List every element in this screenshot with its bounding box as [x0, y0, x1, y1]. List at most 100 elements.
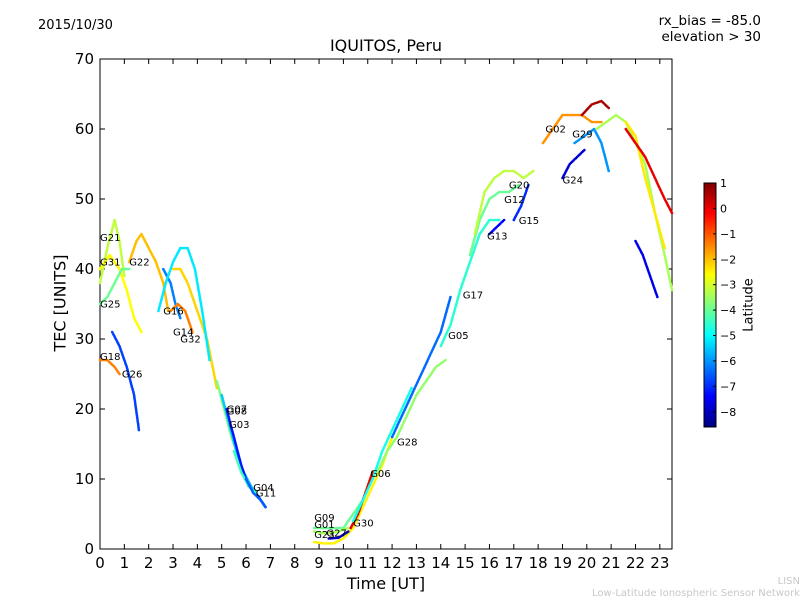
satellite-label: G15	[519, 216, 539, 227]
y-tick-label: 60	[75, 120, 94, 138]
x-axis-label: Time [UT]	[346, 574, 426, 593]
satellite-label: G31	[100, 258, 120, 269]
data-point	[208, 358, 211, 362]
satellite-label: G25	[100, 300, 120, 311]
data-point	[347, 530, 350, 533]
satellite-label: G22	[129, 258, 149, 269]
x-tick-label: 20	[577, 554, 596, 572]
y-tick-label: 20	[75, 400, 94, 418]
satellite-label: G28	[397, 437, 417, 448]
x-tick-label: 5	[217, 554, 227, 572]
colorbar-tick-label: −8	[720, 406, 736, 419]
x-tick-label: 1	[120, 554, 130, 572]
footer-lisn: LISN	[777, 576, 800, 587]
data-point	[140, 330, 143, 334]
satellite-label: G03	[229, 420, 249, 431]
satellite-label: G02	[545, 125, 565, 136]
satellite-label: G11	[256, 489, 276, 500]
colorbar-label: Latitude	[741, 278, 757, 332]
colorbar-tick-label: −3	[720, 279, 736, 292]
y-tick-label: 10	[75, 470, 94, 488]
x-tick-label: 7	[266, 554, 276, 572]
x-tick-label: 16	[480, 554, 499, 572]
satellite-label: G32	[180, 335, 200, 346]
data-point	[118, 372, 121, 376]
data-point	[607, 169, 610, 173]
data-point	[532, 169, 535, 173]
satellite-label: G16	[163, 307, 183, 318]
x-tick-label: 6	[241, 554, 251, 572]
data-point	[127, 267, 131, 271]
satellite-label: G06	[370, 469, 390, 480]
x-tick-label: 9	[314, 554, 324, 572]
satellite-label: G20	[509, 181, 529, 192]
date-label: 2015/10/30	[38, 18, 113, 33]
x-tick-label: 23	[650, 554, 669, 572]
colorbar-tick-label: −4	[720, 304, 736, 317]
x-tick-label: 4	[193, 554, 203, 572]
x-tick-label: 17	[504, 554, 523, 572]
y-tick-label: 50	[75, 190, 94, 208]
x-tick-label: 10	[334, 554, 353, 572]
satellite-label: G21	[100, 233, 120, 244]
data-point	[497, 218, 501, 222]
data-point	[449, 295, 452, 299]
colorbar-tick-label: 1	[720, 177, 727, 190]
satellite-label: G07	[227, 405, 247, 416]
satellite-label: G13	[487, 232, 507, 243]
data-point	[517, 183, 520, 187]
x-tick-label: 13	[407, 554, 426, 572]
data-point	[410, 386, 413, 390]
colorbar-tick-label: −6	[720, 355, 736, 368]
y-axis-label: TEC [UNITS]	[50, 254, 70, 352]
data-point	[191, 330, 194, 334]
data-point	[502, 218, 506, 222]
x-tick-label: 21	[602, 554, 621, 572]
satellite-label: G17	[463, 290, 483, 301]
y-tick-label: 0	[84, 540, 94, 558]
data-point	[600, 120, 603, 124]
footer-network: Low-Latitude Ionospheric Sensor Network	[592, 588, 800, 599]
data-point	[123, 274, 126, 278]
x-tick-label: 11	[358, 554, 377, 572]
rx-bias-label: rx_bias = -85.0	[658, 13, 761, 29]
satellite-label: G30	[353, 519, 373, 530]
data-point	[137, 428, 141, 432]
data-point	[670, 211, 674, 215]
data-point	[179, 316, 182, 320]
x-tick-label: 8	[290, 554, 300, 572]
data-point	[527, 183, 530, 187]
satellite-label: G23	[314, 530, 334, 541]
y-tick-label: 70	[75, 50, 94, 68]
data-point	[166, 309, 170, 313]
satellite-label: G26	[122, 370, 142, 381]
data-point	[371, 470, 374, 474]
data-point	[444, 358, 447, 362]
colorbar-tick-label: 0	[720, 202, 727, 215]
colorbar-tick-label: −7	[720, 380, 736, 393]
x-tick-label: 18	[529, 554, 548, 572]
satellite-label: G29	[572, 129, 592, 140]
x-tick-label: 15	[456, 554, 475, 572]
satellite-label: G05	[448, 331, 468, 342]
satellite-label: G27	[326, 528, 346, 539]
x-tick-label: 3	[168, 554, 178, 572]
elevation-label: elevation > 30	[661, 29, 761, 45]
colorbar	[703, 182, 717, 428]
data-point	[670, 288, 674, 292]
x-tick-label: 2	[144, 554, 154, 572]
satellite-label: G01	[314, 520, 334, 531]
data-point	[583, 148, 586, 152]
colorbar-tick-label: −5	[720, 330, 736, 343]
data-point	[347, 526, 350, 530]
x-tick-label: 0	[95, 554, 105, 572]
satellite-label: G04	[253, 483, 273, 494]
satellite-label: G12	[504, 195, 524, 206]
satellite-label: G08	[227, 407, 247, 418]
satellite-label: G24	[563, 176, 583, 187]
y-tick-label: 30	[75, 330, 94, 348]
x-tick-label: 12	[383, 554, 402, 572]
data-point	[656, 295, 659, 299]
chart-title: IQUITOS, Peru	[329, 36, 443, 55]
